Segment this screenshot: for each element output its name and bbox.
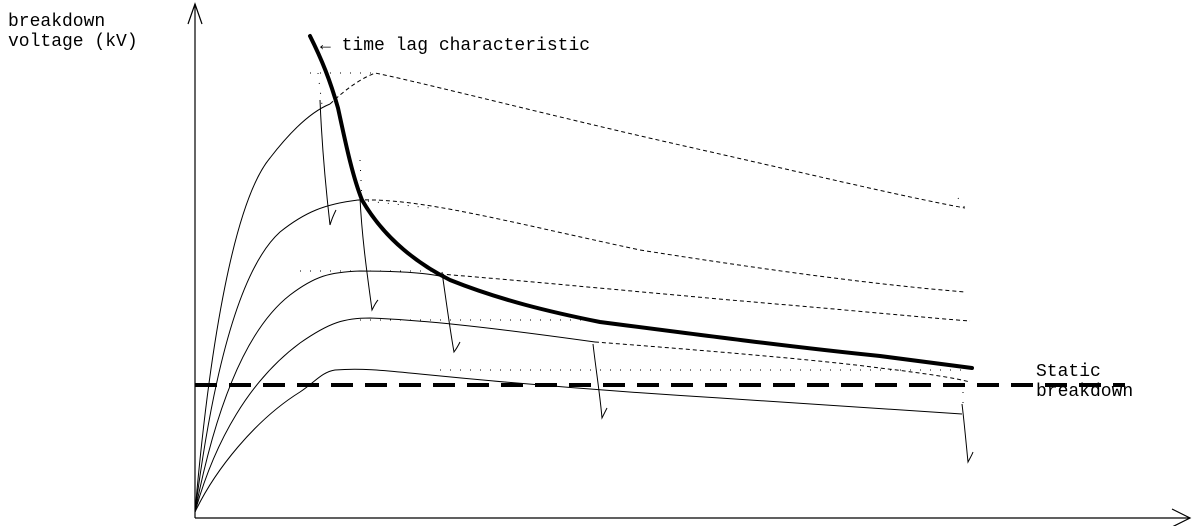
static-breakdown-label: Static breakdown: [1036, 362, 1133, 402]
chop-tail-5: [961, 403, 974, 464]
time-lag-characteristic-label: ← time lag characteristic: [320, 36, 591, 56]
chop-tail-4: [592, 343, 608, 420]
axes: [187, 2, 1192, 528]
impulse-wave-5: [194, 103, 331, 513]
dashed-curve-3: [439, 273, 971, 322]
y-axis-arrowhead: [187, 2, 203, 25]
dashed-curve-5: [329, 72, 966, 209]
impulse-wave-1: [194, 368, 963, 513]
dashed-continuations: [329, 72, 971, 383]
chop-tail-2: [359, 197, 379, 312]
y-axis-label: breakdown voltage (kV): [8, 12, 138, 52]
chop-tail-3: [441, 271, 461, 354]
static-breakdown-label-line-2: breakdown: [1036, 382, 1134, 402]
impulse-wave-4: [194, 199, 359, 513]
y-axis-label-line-1: breakdown: [8, 12, 106, 32]
dotted-guides: [300, 72, 966, 405]
impulse-wave-2: [194, 317, 596, 513]
chop-tail-1: [319, 99, 337, 226]
y-axis-label-line-2: voltage (kV): [8, 32, 138, 52]
time-lag-characteristic-curve: [308, 34, 974, 370]
static-breakdown-label-line-1: Static: [1036, 362, 1101, 382]
impulse-wave-3: [194, 270, 441, 513]
dotted-level-2: [357, 199, 431, 209]
dotted-drop-2: [359, 159, 363, 201]
impulse-waveforms: [194, 103, 963, 513]
dashed-curve-4: [357, 199, 966, 293]
dashed-curve-2: [594, 341, 971, 383]
chop-tails: [319, 99, 974, 464]
x-axis-arrowhead: [1171, 508, 1192, 528]
dotted-mark-end: [957, 197, 966, 209]
